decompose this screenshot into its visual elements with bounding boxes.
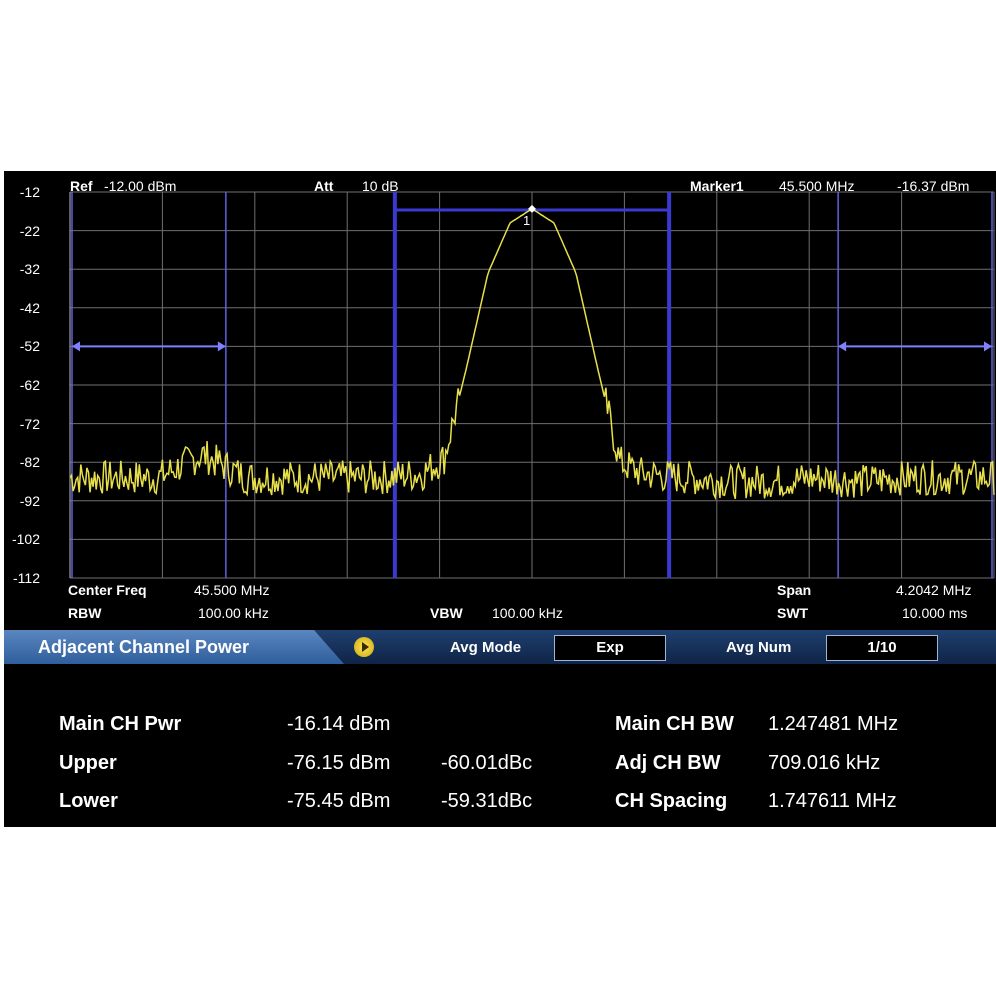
analyzer-screen: -12 -22 -32 -42 -52 -62 -72 -82 -92 -102 -112 Ref … — [4, 171, 996, 827]
upper-adjacent-channel-arrow — [984, 341, 992, 352]
marker-label: Marker1 — [690, 178, 744, 194]
y-tick-label: -92 — [19, 492, 40, 509]
play-icon[interactable] — [354, 637, 374, 657]
att-label: Att — [314, 178, 334, 194]
rbw-value: 100.00 kHz — [198, 605, 269, 621]
vbw-value: 100.00 kHz — [492, 605, 563, 621]
upper-adjacent-channel-arrow — [838, 341, 847, 352]
lower-adjacent-channel-arrow — [72, 341, 80, 352]
marker-number: 1 — [523, 213, 531, 228]
mode-title-tab[interactable]: Adjacent Channel Power — [4, 630, 344, 664]
swt-label: SWT — [777, 605, 809, 621]
main-ch-pwr-label: Main CH Pwr — [59, 713, 182, 735]
spectrum-plot — [69, 191, 995, 579]
upper-dbc: -60.01dBc — [441, 752, 533, 774]
adj-ch-bw-label: Adj CH BW — [615, 752, 721, 774]
y-tick-label: -32 — [19, 261, 40, 278]
upper-label: Upper — [59, 752, 117, 774]
att-value: 10 dB — [362, 178, 399, 194]
y-tick-label: -82 — [19, 454, 40, 471]
y-tick-label: -12 — [19, 184, 40, 200]
main-ch-pwr-value: -16.14 dBm — [287, 713, 391, 735]
main-ch-bw-value: 1.247481 MHz — [768, 713, 899, 735]
swt-value: 10.000 ms — [902, 605, 968, 621]
avg-mode-field[interactable]: Exp — [554, 635, 666, 661]
avg-mode-label: Avg Mode — [450, 639, 522, 656]
y-tick-label: -42 — [19, 299, 40, 316]
center-freq-value: 45.500 MHz — [194, 582, 270, 598]
ref-value: -12.00 dBm — [104, 178, 177, 194]
rbw-label: RBW — [68, 605, 102, 621]
marker-level: -16.37 dBm — [897, 178, 970, 194]
y-tick-label: -62 — [19, 377, 40, 393]
ref-label: Ref — [70, 178, 93, 194]
avg-num-label: Avg Num — [726, 639, 792, 656]
y-tick-label: -52 — [19, 338, 40, 355]
y-tick-label: -72 — [19, 415, 40, 432]
ch-spacing-value: 1.747611 MHz — [768, 790, 897, 812]
adj-ch-bw-value: 709.016 kHz — [768, 752, 881, 774]
lower-adjacent-channel-arrow — [217, 341, 226, 352]
y-tick-label: -112 — [13, 570, 40, 586]
mode-bar: Adjacent Channel Power Avg Mode Exp Avg … — [4, 630, 996, 664]
span-value: 4.2042 MHz — [896, 582, 972, 598]
center-freq-label: Center Freq — [68, 582, 147, 598]
mode-title: Adjacent Channel Power — [38, 637, 250, 657]
vbw-label: VBW — [430, 605, 463, 621]
main-ch-bw-label: Main CH BW — [615, 713, 734, 735]
ch-spacing-label: CH Spacing — [615, 790, 728, 812]
y-tick-label: -102 — [11, 531, 40, 548]
span-label: Span — [777, 582, 812, 598]
marker-1 — [528, 204, 536, 213]
lower-dbc: -59.31dBc — [441, 790, 533, 812]
y-tick-label: -22 — [19, 222, 40, 239]
marker-freq: 45.500 MHz — [779, 178, 855, 194]
avg-num-field[interactable]: 1/10 — [826, 635, 938, 661]
upper-value: -76.15 dBm — [287, 752, 391, 774]
lower-label: Lower — [59, 790, 118, 812]
lower-value: -75.45 dBm — [287, 790, 391, 812]
